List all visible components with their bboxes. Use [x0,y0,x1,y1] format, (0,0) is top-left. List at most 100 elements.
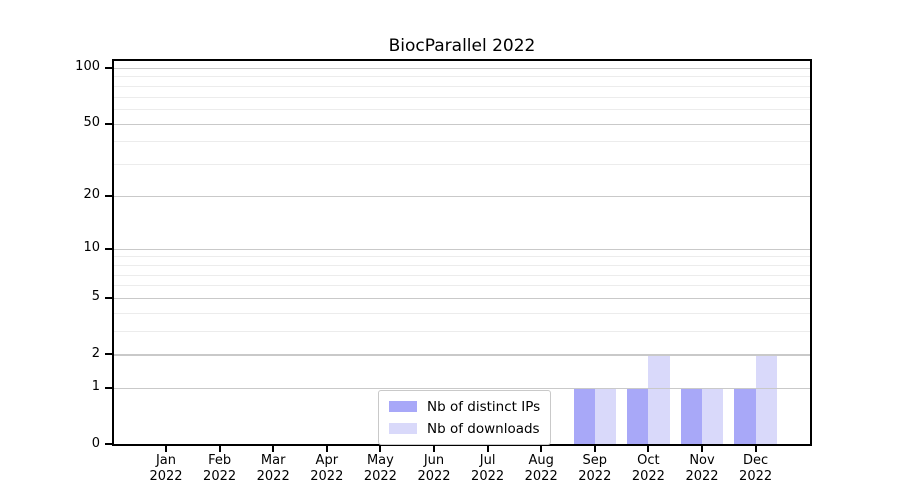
x-tick-month: Jun [423,453,445,468]
legend-swatch-downloads [389,423,417,434]
x-tick-year: 2022 [363,468,397,484]
x-tick-month: Nov [689,453,715,468]
x-tick-label-may-2022: May 2022 [335,453,425,484]
y-tick-100 [105,66,112,69]
legend-label-distinct-ips: Nb of distinct IPs [427,398,541,415]
gridline-minor-7 [114,274,810,276]
y-tick-2 [105,353,112,356]
x-tick-year: 2022 [471,468,505,484]
bar-nb-of-distinct-ips-oct-2022 [627,387,649,444]
gridline-minor-80 [114,85,810,87]
x-tick-apr-2022 [325,446,328,452]
x-tick-month: Mar [260,453,286,468]
plot-area: Nb of distinct IPs Nb of downloads [112,59,812,446]
x-tick-jul-2022 [486,446,489,452]
x-tick-year: 2022 [685,468,719,484]
y-tick-0 [105,443,112,445]
y-tick-label-1: 1 [91,379,100,394]
x-tick-sep-2022 [593,446,596,452]
x-tick-feb-2022 [218,446,221,452]
x-tick-label-feb-2022: Feb 2022 [175,453,265,484]
x-tick-label-aug-2022: Aug 2022 [496,453,586,484]
bar-nb-of-distinct-ips-nov-2022 [680,387,702,444]
x-tick-year: 2022 [578,468,612,484]
x-tick-year: 2022 [256,468,290,484]
gridline-minor-6 [114,285,810,287]
x-tick-month: Apr [315,453,339,468]
x-tick-label-nov-2022: Nov 2022 [657,453,747,484]
x-tick-year: 2022 [631,468,665,484]
x-tick-label-jun-2022: Jun 2022 [389,453,479,484]
x-tick-may-2022 [379,446,382,452]
x-tick-month: May [366,453,394,468]
x-tick-label-jul-2022: Jul 2022 [443,453,533,484]
bar-nb-of-distinct-ips-sep-2022 [573,387,595,444]
x-tick-oct-2022 [647,446,650,452]
y-tick-1 [105,386,112,389]
gridline-minor-90 [114,76,810,78]
legend-item-distinct-ips: Nb of distinct IPs [389,397,540,416]
y-tick-label-10: 10 [83,240,100,256]
bar-nb-of-downloads-oct-2022 [648,354,670,444]
y-tick-label-100: 100 [75,59,100,75]
x-tick-year: 2022 [524,468,558,484]
gridline-minor-40 [114,141,810,143]
y-tick-20 [105,194,112,197]
gridline-minor-4 [114,312,810,314]
x-tick-month: Jul [479,453,496,468]
gridline-major-100 [114,67,810,70]
x-tick-year: 2022 [310,468,344,484]
gridline-minor-70 [114,96,810,98]
x-tick-month: Aug [528,453,554,468]
chart-title: BiocParallel 2022 [388,36,536,56]
gridline-major-20 [114,195,810,198]
x-tick-month: Oct [637,453,660,468]
y-tick-label-20: 20 [83,187,100,203]
x-tick-label-sep-2022: Sep 2022 [550,453,640,484]
y-tick-5 [105,296,112,299]
x-tick-mar-2022 [272,446,275,452]
x-tick-label-dec-2022: Dec 2022 [711,453,801,484]
gridline-major-50 [114,123,810,125]
y-tick-label-50: 50 [83,115,100,131]
legend-swatch-distinct-ips [389,401,417,412]
legend: Nb of distinct IPs Nb of downloads [378,390,552,445]
y-tick-50 [105,122,112,125]
legend-label-downloads: Nb of downloads [427,420,540,437]
x-tick-aug-2022 [540,446,543,452]
legend-item-downloads: Nb of downloads [389,419,540,438]
x-tick-dec-2022 [754,446,757,452]
x-tick-label-oct-2022: Oct 2022 [603,453,693,484]
bar-nb-of-distinct-ips-dec-2022 [734,387,756,444]
gridline-major-1 [114,387,810,389]
x-tick-nov-2022 [701,446,703,452]
x-tick-month: Sep [582,453,608,468]
x-tick-jun-2022 [433,446,435,452]
x-tick-label-apr-2022: Apr 2022 [282,453,372,484]
x-tick-month: Dec [743,453,769,468]
gridline-minor-30 [114,164,810,166]
y-tick-10 [105,247,112,250]
gridline-minor-3 [114,331,810,333]
x-tick-year: 2022 [739,468,773,484]
x-tick-month: Feb [208,453,232,468]
x-tick-year: 2022 [149,468,183,484]
x-tick-jan-2022 [165,446,167,452]
x-tick-label-mar-2022: Mar 2022 [228,453,318,484]
bar-nb-of-downloads-nov-2022 [702,387,724,444]
y-tick-label-0: 0 [91,435,100,451]
x-tick-label-jan-2022: Jan 2022 [121,453,211,484]
gridline-major-10 [114,248,810,250]
gridline-minor-60 [114,108,810,110]
gridline-minor-9 [114,256,810,258]
x-tick-year: 2022 [203,468,237,484]
bar-nb-of-downloads-sep-2022 [594,387,617,444]
x-tick-month: Jan [155,453,177,468]
y-tick-label-5: 5 [91,289,100,305]
y-tick-label-2: 2 [91,345,100,361]
x-tick-year: 2022 [417,468,451,484]
bar-nb-of-downloads-dec-2022 [755,354,777,444]
gridline-minor-8 [114,264,810,266]
gridline-major-5 [114,297,810,300]
